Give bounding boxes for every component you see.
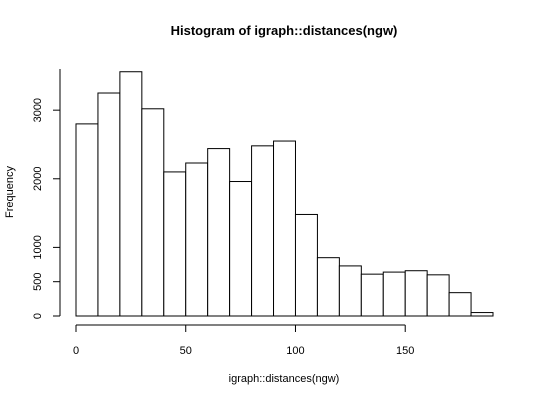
x-tick-label: 150 [396,345,414,357]
histogram-bars [75,71,494,317]
histogram-bar [119,71,143,317]
histogram-bar [338,265,362,317]
histogram-bar [316,257,340,317]
histogram-bar [207,148,231,317]
histogram-bar [163,171,187,317]
y-tick-label: 2000 [32,167,44,191]
histogram-bar [404,270,428,317]
y-tick-label: 3000 [32,98,44,122]
histogram-bar [229,181,253,317]
histogram-bar [75,123,99,317]
histogram-bar [273,140,296,317]
y-axis: 0 500 1000 2000 3000 [32,69,61,319]
histogram-bar [426,274,450,317]
histogram-bar [141,108,165,317]
histogram-bar [97,92,121,317]
x-tick-label: 100 [286,345,304,357]
x-axis-label: igraph::distances(ngw) [229,373,340,385]
histogram-bar [185,162,209,317]
histogram-bar [470,312,494,317]
histogram-bar [251,145,275,317]
y-tick-label: 500 [32,273,44,291]
histogram-bar [448,292,472,317]
histogram-bar [382,271,406,317]
x-axis: 0 50 100 150 [73,324,414,357]
y-axis-label: Frequency [4,166,16,218]
histogram-bar [360,273,384,317]
x-tick-label: 0 [73,345,79,357]
histogram-bar [294,213,318,317]
x-tick-label: 50 [180,345,192,357]
y-tick-label: 0 [32,313,44,319]
chart-title: Histogram of igraph::distances(ngw) [171,23,398,38]
y-tick-label: 1000 [32,235,44,259]
